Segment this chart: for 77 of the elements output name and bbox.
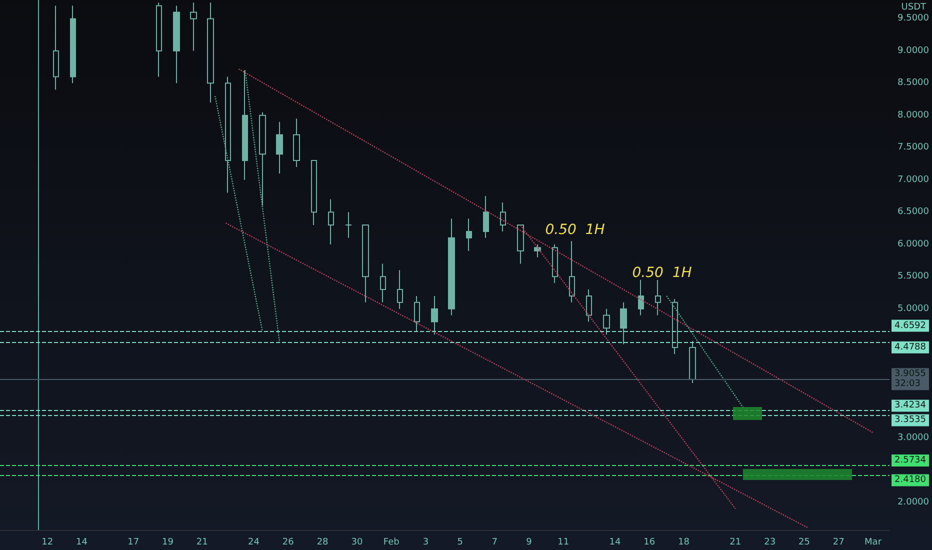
y-tick-label: 8.0000 xyxy=(898,110,930,120)
ref-line-label: 2.5734 xyxy=(894,456,926,466)
x-tick-label: 11 xyxy=(558,538,570,548)
ref-line-label: 4.6592 xyxy=(894,320,926,331)
candlestick xyxy=(311,160,317,226)
y-tick-label: 5.5000 xyxy=(898,272,930,282)
y-tick-label: 3.0000 xyxy=(898,432,930,443)
candlestick xyxy=(689,340,696,384)
x-tick-label: 16 xyxy=(644,538,656,548)
candlestick xyxy=(414,295,420,332)
ref-line-label: 3.4234 xyxy=(894,400,926,411)
candlestick xyxy=(517,224,524,264)
ref-line-label: 3.3535 xyxy=(894,415,926,426)
ref-line-label: 3.9055 32:03 xyxy=(894,369,926,390)
candlestick xyxy=(620,302,627,345)
candlestick xyxy=(534,244,541,258)
y-tick-label: 2.0000 xyxy=(898,497,930,508)
y-tick-label: 7.0000 xyxy=(898,174,930,185)
candlestick xyxy=(431,295,438,336)
x-tick-label: 14 xyxy=(609,538,621,548)
y-tick-label: 7.5000 xyxy=(898,142,930,153)
candlestick xyxy=(448,218,455,316)
candlestick xyxy=(345,212,352,238)
x-tick-label: 30 xyxy=(351,538,363,548)
x-tick-label: Feb xyxy=(383,538,400,548)
candlestick xyxy=(173,5,180,84)
x-tick-label: 25 xyxy=(798,538,810,548)
x-tick-label: 3 xyxy=(422,538,429,548)
y-tick-label: 9.5000 xyxy=(898,14,930,24)
candlestick xyxy=(362,224,369,303)
x-tick-label: 28 xyxy=(316,538,329,548)
candlestick xyxy=(552,244,558,284)
x-tick-label: 18 xyxy=(678,538,690,548)
candlestick xyxy=(380,263,386,303)
y-tick-label: 6.0000 xyxy=(898,239,930,250)
ref-line-label: 2.4180 xyxy=(894,475,926,486)
y-axis-title: USDT xyxy=(901,2,926,12)
candlestick xyxy=(293,118,300,168)
candlestick xyxy=(603,308,610,336)
x-tick-label: 23 xyxy=(764,538,776,548)
candlestick xyxy=(672,298,678,354)
x-tick-label: 12 xyxy=(42,538,54,548)
x-tick-label: 7 xyxy=(492,538,498,548)
x-tick-label: Mar xyxy=(864,538,882,548)
annotation: 0.50 1H xyxy=(632,265,692,281)
candlestick xyxy=(500,202,506,232)
y-tick-label: 5.0000 xyxy=(898,304,930,314)
x-tick-label: 27 xyxy=(832,538,844,548)
candlestick xyxy=(569,240,575,303)
candlestick xyxy=(466,218,472,252)
y-tick-label: 8.5000 xyxy=(898,78,930,88)
candlestick xyxy=(225,76,231,194)
candlestick xyxy=(483,196,489,238)
candlestick xyxy=(242,70,248,180)
x-tick-label: 14 xyxy=(76,538,88,548)
candlestick xyxy=(586,289,592,322)
annotation: 0.50 1H xyxy=(545,222,606,238)
candlestick xyxy=(328,198,334,245)
y-tick-label: 6.5000 xyxy=(898,207,930,218)
x-tick-label: 19 xyxy=(162,538,174,548)
y-tick-label: 9.0000 xyxy=(898,46,930,56)
candlestick xyxy=(638,279,644,316)
candlestick xyxy=(156,2,162,78)
candlestick xyxy=(276,121,283,174)
candlestick xyxy=(259,112,266,206)
candlestick xyxy=(207,2,214,104)
candlestick xyxy=(397,270,403,310)
x-tick-label: 21 xyxy=(730,538,742,548)
ref-line-label: 4.4788 xyxy=(894,342,926,352)
candlestick xyxy=(655,279,661,316)
x-tick-label: 5 xyxy=(457,538,464,548)
x-tick-label: 17 xyxy=(128,538,140,548)
x-tick-label: 26 xyxy=(282,538,294,548)
x-tick-label: 21 xyxy=(196,538,208,548)
x-tick-label: 9 xyxy=(526,538,532,548)
candlestick xyxy=(190,2,197,52)
x-tick-label: 24 xyxy=(248,538,260,548)
